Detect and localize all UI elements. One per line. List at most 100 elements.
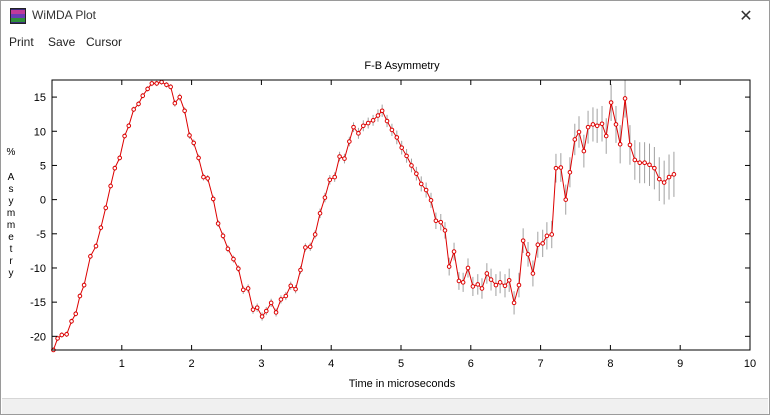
data-point	[240, 287, 246, 293]
data-point	[433, 218, 439, 224]
y-tick-label: 10	[34, 126, 46, 138]
data-point	[576, 129, 582, 135]
data-point	[191, 140, 196, 146]
data-point	[414, 171, 419, 176]
data-point	[661, 180, 667, 185]
data-point	[149, 81, 155, 86]
data-point	[278, 297, 284, 302]
data-point	[196, 155, 201, 161]
data-point	[613, 122, 619, 127]
data-point	[558, 165, 564, 170]
data-point	[484, 271, 490, 276]
data-point	[164, 82, 169, 88]
data-point	[409, 163, 414, 168]
data-point	[497, 280, 503, 285]
x-axis-ticks: 1 2 3 4 5 6 7 8 9 10	[119, 80, 756, 370]
data-point	[488, 277, 494, 282]
y-axis-label-char: e	[8, 232, 14, 243]
data-point	[177, 94, 183, 100]
data-point	[288, 283, 294, 289]
data-point	[647, 162, 652, 168]
data-point	[98, 225, 104, 230]
x-tick-label: 10	[744, 358, 756, 370]
x-tick-label: 3	[258, 358, 264, 370]
menu-item-cursor[interactable]: Cursor	[86, 35, 123, 49]
data-point	[506, 277, 512, 283]
data-point	[585, 124, 591, 130]
data-point	[337, 154, 342, 159]
data-point	[594, 123, 600, 129]
chart-title: F-B Asymmetry	[364, 60, 440, 72]
data-point	[332, 174, 337, 180]
data-point	[268, 300, 274, 306]
data-point	[342, 156, 347, 161]
data-point	[317, 210, 323, 216]
y-tick-label: -15	[30, 297, 46, 309]
y-axis-label-char: y	[9, 196, 14, 207]
data-point	[389, 127, 395, 133]
data-point	[470, 284, 476, 289]
x-tick-label: 6	[468, 358, 474, 370]
data-point	[187, 133, 192, 138]
data-point	[567, 169, 573, 175]
data-point	[544, 233, 550, 239]
data-point	[656, 176, 662, 182]
data-point	[627, 142, 633, 148]
data-point	[254, 305, 260, 310]
data-point	[394, 135, 400, 140]
close-icon: ✕	[739, 8, 753, 25]
data-point	[172, 100, 178, 106]
wimda-app-icon	[10, 8, 26, 24]
data-point	[215, 221, 221, 226]
title-bar[interactable]: WiMDA Plot ✕	[1, 1, 769, 31]
x-tick-label: 9	[677, 358, 683, 370]
asymmetry-chart: F-B Asymmetry Time in microseconds %Asym…	[7, 60, 757, 390]
data-point	[112, 165, 118, 171]
data-point	[205, 176, 210, 181]
data-point	[493, 282, 499, 288]
data-point	[671, 172, 677, 177]
y-tick-label: 15	[34, 92, 46, 104]
data-point	[293, 286, 298, 292]
data-point	[603, 133, 609, 139]
data-point	[81, 282, 87, 288]
data-point	[245, 286, 251, 291]
data-point	[404, 153, 409, 159]
menu-item-save[interactable]: Save	[48, 35, 76, 49]
close-button[interactable]: ✕	[723, 1, 769, 31]
data-point	[428, 198, 434, 203]
data-point	[77, 293, 83, 299]
data-point	[652, 165, 657, 171]
data-point	[69, 318, 74, 324]
data-point	[312, 232, 318, 237]
data-point	[263, 308, 269, 314]
data-point	[347, 139, 352, 144]
data-point	[145, 86, 150, 92]
y-axis-label-char: r	[9, 256, 13, 267]
data-point	[502, 283, 508, 289]
y-tick-label: 5	[40, 160, 46, 172]
data-point	[375, 113, 381, 118]
y-axis-label-char: A	[8, 172, 15, 183]
data-point	[122, 133, 127, 139]
data-point	[93, 243, 99, 249]
x-tick-label: 1	[119, 358, 125, 370]
y-tick-label: 0	[40, 195, 46, 207]
y-axis-label: %Asymmetry	[7, 147, 16, 279]
data-point	[599, 121, 605, 127]
data-point	[298, 267, 303, 273]
plot-frame	[51, 79, 751, 351]
data-point	[361, 123, 366, 129]
x-tick-label: 5	[398, 358, 404, 370]
data-point	[327, 177, 333, 183]
data-point	[451, 249, 457, 254]
data-point	[511, 300, 517, 306]
data-point	[622, 96, 628, 101]
data-point	[365, 120, 371, 126]
menu-item-print[interactable]: Print	[9, 35, 34, 49]
data-point	[231, 256, 236, 262]
data-point	[250, 307, 256, 312]
x-tick-label: 4	[328, 358, 334, 370]
data-point	[273, 310, 279, 315]
data-point	[666, 174, 672, 180]
